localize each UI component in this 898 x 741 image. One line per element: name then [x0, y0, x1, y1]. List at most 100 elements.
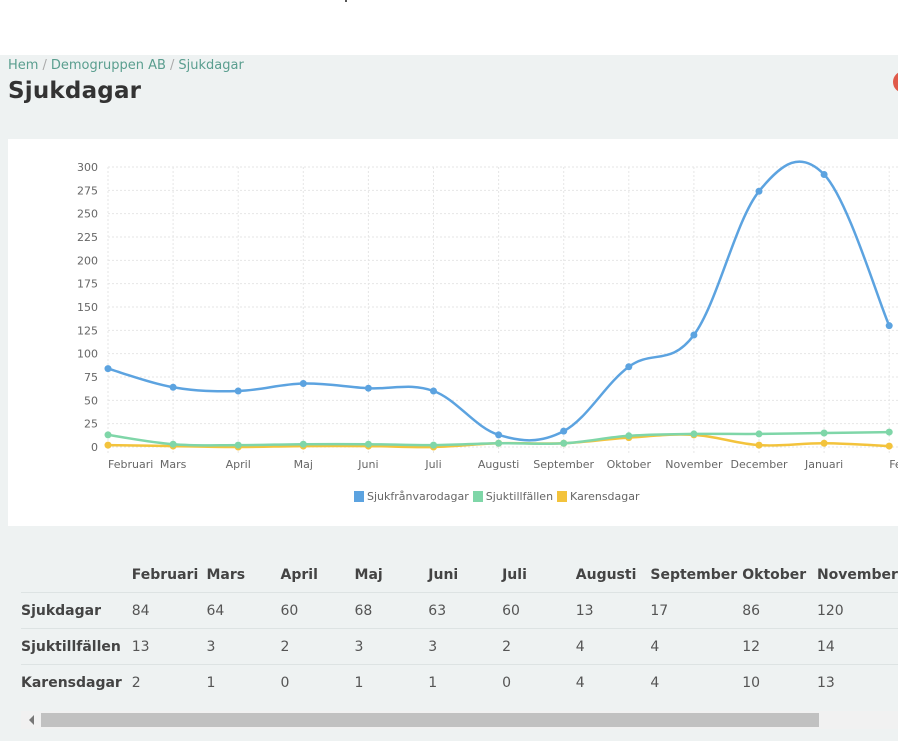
line-chart: 0 25 50 75 100 125 150 175 200 225 250 275 300 Februa… [77, 160, 898, 471]
page-title: Sjukdagar [8, 78, 142, 104]
breadcrumb-home[interactable]: Hem [8, 58, 39, 73]
table-cell: 3 [206, 628, 281, 665]
data-point [169, 440, 177, 448]
scrollbar-thumb[interactable] [41, 713, 819, 727]
series-line-0 [107, 160, 891, 442]
legend-item[interactable]: Karensdagar [557, 490, 640, 503]
table-cell: 1 [354, 664, 429, 700]
horizontal-scrollbar[interactable] [21, 711, 898, 729]
table-cell: 3 [354, 628, 429, 665]
table-cell: 2 [502, 628, 576, 665]
table-cell: 4 [650, 628, 743, 665]
table-cell: 13 [816, 664, 898, 700]
table-cell: 68 [354, 592, 429, 629]
table-cell: 4 [650, 664, 743, 700]
data-point [299, 440, 307, 448]
table-row: Sjuktillfällen 13 3 2 3 3 2 4 4 12 14 [21, 628, 898, 665]
table-cell: 120 [816, 592, 898, 629]
y-tick-label: 300 [77, 161, 98, 174]
y-tick-label: 200 [77, 254, 98, 267]
data-point [364, 384, 372, 392]
y-tick-label: 275 [77, 184, 98, 197]
x-tick-label: September [533, 458, 594, 471]
chart-card: 0 25 50 75 100 125 150 175 200 225 250 275 300 Februa… [8, 139, 898, 526]
data-point [625, 432, 633, 440]
column-header: Juli [502, 566, 527, 583]
legend-swatch [472, 491, 483, 502]
column-header: Augusti [575, 566, 637, 583]
y-tick-label: 175 [77, 278, 98, 291]
table-cell: 4 [575, 664, 651, 700]
y-tick-label: 25 [84, 418, 98, 431]
table-cell: 84 [131, 592, 207, 629]
table-row: Sjukdagar 84 64 60 68 63 60 13 17 86 120 [21, 592, 898, 629]
x-tick-label: Augusti [478, 458, 520, 471]
column-header: Oktober [742, 566, 807, 583]
x-tick-label: Februari [108, 458, 153, 471]
data-point [885, 428, 893, 436]
breadcrumb-separator: / [169, 58, 175, 73]
data-point [495, 439, 503, 447]
x-tick-label: December [730, 458, 788, 471]
data-point [234, 387, 242, 395]
x-tick-label: Oktober [607, 458, 652, 471]
data-point [820, 439, 828, 447]
data-point [690, 331, 698, 339]
data-point [690, 430, 698, 438]
column-header: November [816, 566, 898, 583]
notification-badge-icon[interactable] [893, 71, 898, 93]
table-cell: 63 [428, 592, 503, 629]
y-tick-label: 50 [84, 394, 98, 407]
data-point [169, 383, 177, 391]
x-tick-label: Maj [294, 458, 313, 471]
table-cell: 12 [742, 628, 817, 665]
table-cell: 13 [575, 592, 651, 629]
data-point [299, 380, 307, 388]
y-tick-label: 0 [91, 441, 98, 454]
data-point [755, 187, 763, 195]
table-cell: 2 [131, 664, 207, 700]
x-tick-label: Fe [889, 458, 898, 471]
data-point [560, 427, 568, 435]
data-point [104, 431, 112, 439]
data-point [755, 430, 763, 438]
y-tick-label: 75 [84, 371, 98, 384]
top-bar [0, 0, 898, 55]
data-point [234, 441, 242, 449]
x-tick-label: November [665, 458, 723, 471]
x-tick-label: Mars [160, 458, 187, 471]
y-tick-label: 125 [77, 324, 98, 337]
legend-label: Karensdagar [570, 490, 640, 503]
data-point [820, 170, 828, 178]
data-point [885, 322, 893, 330]
legend-item[interactable]: Sjukfrånvarodagar [354, 490, 469, 503]
data-point [495, 431, 503, 439]
data-point [104, 441, 112, 449]
breadcrumb-current[interactable]: Sjukdagar [178, 58, 244, 73]
data-point [820, 429, 828, 437]
data-point [104, 365, 112, 373]
row-header: Sjukdagar [21, 592, 132, 629]
table-cell: 13 [131, 628, 207, 665]
y-tick-label: 250 [77, 208, 98, 221]
table-cell: 60 [280, 592, 355, 629]
table-cell: 0 [280, 664, 355, 700]
breadcrumb-company[interactable]: Demogruppen AB [50, 58, 166, 73]
y-tick-label: 100 [77, 348, 98, 361]
row-header: Karensdagar [21, 664, 132, 700]
y-tick-label: 225 [77, 231, 98, 244]
table-cell: 14 [816, 628, 898, 665]
table-cell: 4 [575, 628, 651, 665]
table-cell: 0 [502, 664, 576, 700]
table-cell: 10 [742, 664, 817, 700]
x-tick-label: April [226, 458, 251, 471]
data-point [885, 442, 893, 450]
scroll-left-arrow-icon[interactable] [29, 715, 34, 725]
top-dot [345, 0, 347, 2]
table-cell: 17 [650, 592, 743, 629]
data-point [364, 440, 372, 448]
chart-legend: Sjukfrånvarodagar Sjuktillfällen Karensdag… [354, 490, 640, 503]
legend-item[interactable]: Sjuktillfällen [472, 490, 553, 503]
column-header: Mars [206, 566, 246, 583]
table-header-row: Februari Mars April Maj Juni Juli Augusti Septe… [21, 557, 898, 593]
